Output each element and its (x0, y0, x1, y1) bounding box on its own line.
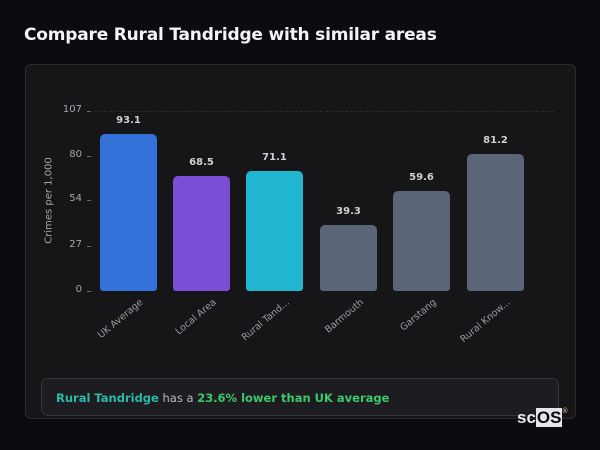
bar-rural-know[interactable] (467, 154, 524, 291)
chart-card: Crimes per 1,000 0 27 54 80 107 93.1 UK Averag… (25, 64, 576, 419)
insight-comparison: 23.6% lower than UK average (197, 391, 390, 405)
y-tick-mark (87, 200, 91, 202)
y-tick-label: 54 (69, 193, 82, 205)
bar-local-area[interactable] (173, 175, 230, 291)
gridline (94, 111, 554, 112)
y-tick-mark (87, 245, 91, 247)
y-tick-label: 27 (69, 238, 82, 250)
x-tick-label: Local Area (173, 297, 219, 338)
x-tick-label: Barmouth (322, 297, 366, 336)
x-tick-label: Garstang (398, 297, 439, 334)
bar-garstang[interactable] (393, 190, 450, 291)
bar-value-label: 71.1 (262, 152, 287, 164)
insight-area-name: Rural Tandridge (56, 391, 159, 405)
bar-rural-tand[interactable] (246, 171, 303, 291)
insight-banner: Rural Tandridge has a 23.6% lower than U… (41, 378, 559, 416)
bar-value-label: 68.5 (189, 156, 214, 168)
scos-logo: scOS® (517, 408, 568, 428)
y-tick-label: 80 (69, 149, 82, 161)
y-tick-label: 107 (62, 104, 82, 115)
x-tick-label: UK Average (96, 297, 146, 341)
bar-chart: Crimes per 1,000 0 27 54 80 107 93.1 UK Averag… (26, 65, 575, 418)
x-tick-label: Rural Know... (458, 297, 513, 346)
bar-barmouth[interactable] (320, 224, 377, 291)
bar-value-label: 93.1 (116, 115, 141, 127)
page-title: Compare Rural Tandridge with similar are… (24, 25, 437, 45)
bar-uk-average[interactable] (100, 134, 157, 291)
x-tick-label: Rural Tand... (239, 297, 292, 344)
insight-connector: has a (158, 391, 198, 405)
y-tick-label: 0 (75, 284, 82, 295)
y-tick-mark (87, 156, 91, 158)
y-tick-mark (87, 111, 91, 112)
registered-mark: ® (562, 408, 568, 416)
y-tick-mark (87, 291, 91, 292)
bar-value-label: 81.2 (483, 135, 508, 147)
logo-highlight: OS (535, 408, 563, 427)
logo-prefix: sc (517, 408, 536, 427)
bar-value-label: 39.3 (336, 205, 361, 217)
bar-value-label: 59.6 (409, 171, 434, 183)
